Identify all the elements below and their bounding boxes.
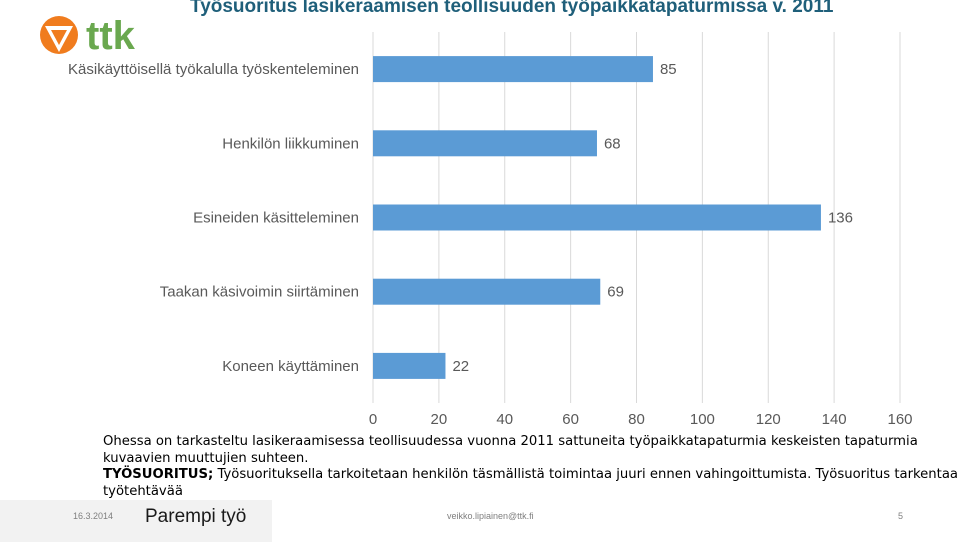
x-tick-label: 120 <box>756 411 781 428</box>
footer-email: veikko.lipiainen@ttk.fi <box>447 511 534 521</box>
ttk-logo-wordmark: ttk <box>86 14 136 56</box>
bar <box>373 352 446 379</box>
category-label: Käsikäyttöisellä työkalulla työskentelem… <box>68 61 359 78</box>
slide-title: Työsuoritus lasikeraamisen teollisuuden … <box>190 0 834 17</box>
footer-panel <box>0 500 272 542</box>
bar <box>373 56 653 83</box>
footer-date: 16.3.2014 <box>73 511 114 521</box>
ttk-logo: ttk <box>40 14 136 56</box>
category-label: Esineiden käsitteleminen <box>193 210 359 227</box>
bar-value-label: 136 <box>828 210 853 227</box>
x-tick-label: 160 <box>887 411 912 428</box>
description-paragraph-1: Ohessa on tarkasteltu lasikeraamisessa t… <box>103 434 918 466</box>
x-tick-label: 0 <box>369 411 377 428</box>
bar <box>373 130 597 157</box>
x-tick-label: 40 <box>496 411 513 428</box>
chart-bars <box>373 56 821 379</box>
category-label: Henkilön liikkuminen <box>222 135 359 152</box>
category-label: Taakan käsivoimin siirtäminen <box>160 284 359 301</box>
description-definition: Työsuorituksella tarkoitetaan henkilön t… <box>103 467 958 499</box>
bar-value-label: 85 <box>660 61 677 78</box>
bar-chart: Käsikäyttöisellä työkalulla työskentelem… <box>68 32 913 428</box>
description-bold-term: TYÖSUORITUS; <box>103 467 214 482</box>
x-tick-label: 60 <box>562 411 579 428</box>
chart-x-ticks: 0 20 40 60 80 100 120 140 160 <box>369 411 913 428</box>
ttk-logo-icon <box>40 16 78 54</box>
x-tick-label: 20 <box>431 411 448 428</box>
bar-value-label: 22 <box>452 358 469 375</box>
bar-value-label: 68 <box>604 135 621 152</box>
slide-description: Ohessa on tarkasteltu lasikeraamisessa t… <box>103 434 958 500</box>
chart-category-labels: Käsikäyttöisellä työkalulla työskentelem… <box>68 61 359 375</box>
footer-brand: Parempi työ <box>145 506 247 527</box>
x-tick-label: 140 <box>822 411 847 428</box>
x-tick-label: 100 <box>690 411 715 428</box>
bar <box>373 278 601 305</box>
description-paragraph-2: TYÖSUORITUS; Työsuorituksella tarkoiteta… <box>103 467 958 500</box>
bar <box>373 204 821 231</box>
category-label: Koneen käyttäminen <box>222 358 359 375</box>
footer-page-number: 5 <box>898 511 904 521</box>
x-tick-label: 80 <box>628 411 645 428</box>
chart-value-labels: 85 68 136 69 22 <box>452 61 853 375</box>
bar-value-label: 69 <box>607 284 624 301</box>
